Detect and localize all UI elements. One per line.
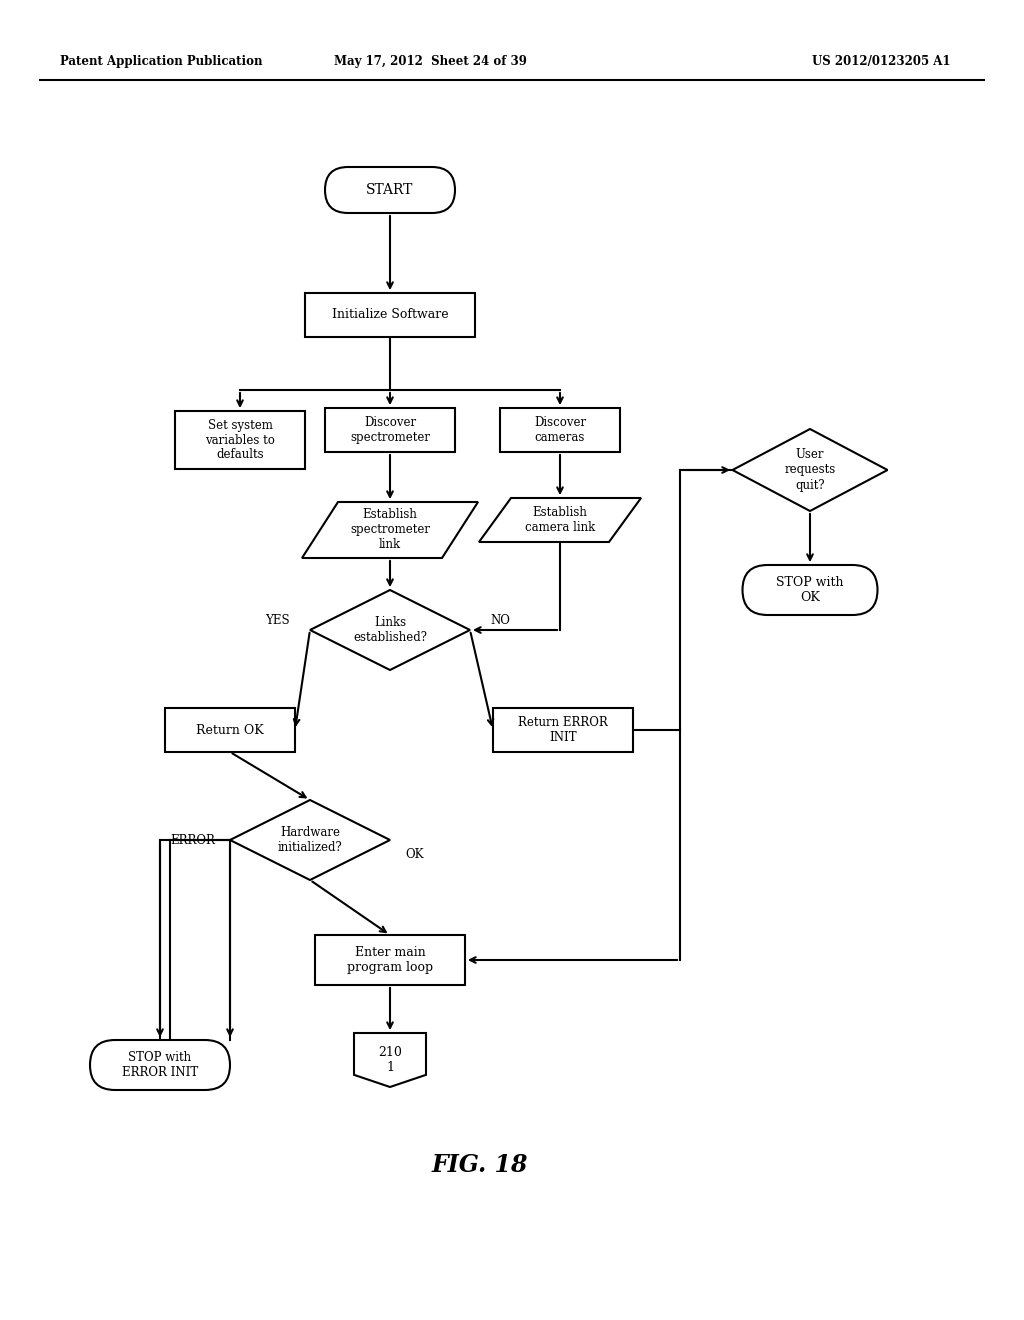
Text: May 17, 2012  Sheet 24 of 39: May 17, 2012 Sheet 24 of 39 <box>334 55 526 69</box>
Text: STOP with
OK: STOP with OK <box>776 576 844 605</box>
Polygon shape <box>230 800 390 880</box>
FancyBboxPatch shape <box>90 1040 230 1090</box>
Bar <box>493 708 633 752</box>
Text: Initialize Software: Initialize Software <box>332 309 449 322</box>
Text: ERROR: ERROR <box>170 833 215 846</box>
Text: YES: YES <box>265 614 290 627</box>
Polygon shape <box>310 590 470 671</box>
Polygon shape <box>354 1034 426 1086</box>
Text: OK: OK <box>406 849 424 862</box>
Bar <box>305 293 475 337</box>
Polygon shape <box>732 429 888 511</box>
Text: 210
1: 210 1 <box>378 1045 402 1074</box>
Text: Patent Application Publication: Patent Application Publication <box>60 55 262 69</box>
Text: Enter main
program loop: Enter main program loop <box>347 946 433 974</box>
Text: START: START <box>367 183 414 197</box>
Bar <box>315 935 465 985</box>
Text: Links
established?: Links established? <box>353 616 427 644</box>
FancyBboxPatch shape <box>742 565 878 615</box>
Text: NO: NO <box>490 614 510 627</box>
Polygon shape <box>302 502 478 558</box>
Text: Establish
camera link: Establish camera link <box>525 506 595 535</box>
Text: FIG. 18: FIG. 18 <box>432 1152 528 1177</box>
Text: Discover
spectrometer: Discover spectrometer <box>350 416 430 444</box>
Bar <box>325 408 455 451</box>
Text: Set system
variables to
defaults: Set system variables to defaults <box>205 418 274 462</box>
FancyBboxPatch shape <box>325 168 455 213</box>
Bar <box>500 408 620 451</box>
Text: Establish
spectrometer
link: Establish spectrometer link <box>350 508 430 552</box>
Text: Return ERROR
INIT: Return ERROR INIT <box>518 715 608 744</box>
Text: US 2012/0123205 A1: US 2012/0123205 A1 <box>811 55 950 69</box>
Bar <box>165 708 295 752</box>
Text: Hardware
initialized?: Hardware initialized? <box>278 826 342 854</box>
Bar <box>175 411 305 469</box>
Text: Discover
cameras: Discover cameras <box>534 416 586 444</box>
Text: Return OK: Return OK <box>197 723 264 737</box>
Text: STOP with
ERROR INIT: STOP with ERROR INIT <box>122 1051 198 1078</box>
Polygon shape <box>479 498 641 543</box>
Text: User
requests
quit?: User requests quit? <box>784 449 836 491</box>
